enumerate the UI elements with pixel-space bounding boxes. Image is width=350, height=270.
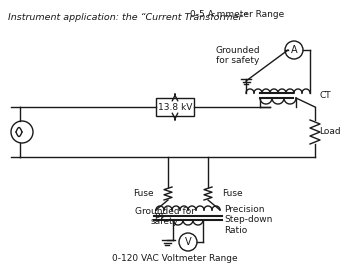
FancyBboxPatch shape: [156, 98, 194, 116]
Text: 13.8 kV: 13.8 kV: [158, 103, 192, 112]
Text: Precision
Step-down
Ratio: Precision Step-down Ratio: [224, 205, 272, 235]
Text: Fuse: Fuse: [222, 189, 243, 198]
Text: Grounded for
safety: Grounded for safety: [135, 207, 195, 226]
Text: 0-5 A mmeter Range: 0-5 A mmeter Range: [190, 10, 284, 19]
Text: 0-120 VAC Voltmeter Range: 0-120 VAC Voltmeter Range: [112, 254, 238, 263]
Text: CT: CT: [319, 90, 331, 100]
Text: V: V: [185, 237, 191, 247]
Text: Grounded
for safety: Grounded for safety: [216, 46, 260, 65]
Text: A: A: [291, 45, 297, 55]
Text: Instrument application: the “Current Transformer”: Instrument application: the “Current Tra…: [8, 13, 247, 22]
Text: Load: Load: [319, 127, 341, 137]
Text: PT: PT: [154, 214, 165, 222]
Text: Fuse: Fuse: [133, 189, 154, 198]
